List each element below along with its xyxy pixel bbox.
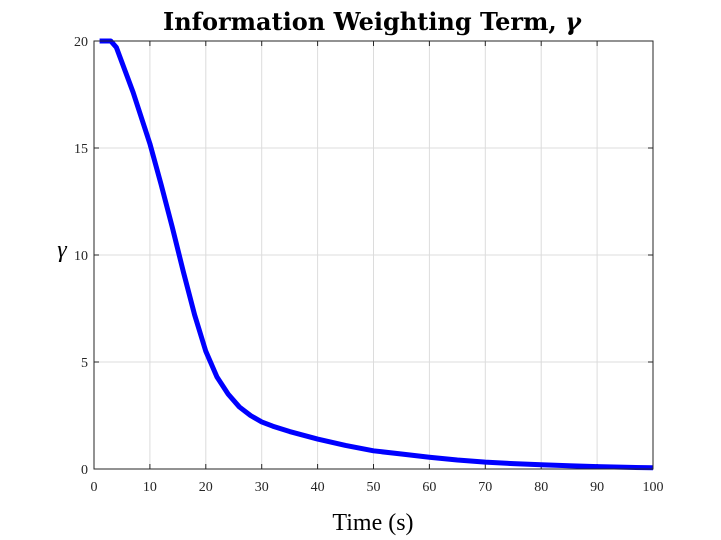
x-tick-label: 70: [478, 480, 492, 495]
x-tick-label: 60: [422, 480, 436, 495]
y-tick-label: 5: [81, 356, 88, 371]
y-tick-label: 10: [74, 249, 88, 264]
chart-title-symbol: γ: [565, 7, 582, 36]
x-tick-label: 40: [311, 480, 325, 495]
y-axis-label: γ: [57, 237, 67, 263]
series-line: [99, 38, 654, 471]
x-tick-label: 0: [91, 480, 98, 495]
x-tick-label: 10: [143, 480, 157, 495]
chart-title: Information Weighting Term, γ: [163, 7, 582, 36]
plot-area-frame: [93, 40, 654, 470]
y-tick-label: 20: [74, 35, 88, 50]
y-tick-label: 0: [81, 463, 88, 478]
y-tick-label: 15: [74, 142, 88, 157]
x-axis-label: Time (s): [332, 510, 413, 536]
x-tick-label: 30: [255, 480, 269, 495]
x-tick-label: 90: [590, 480, 604, 495]
x-tick-label: 20: [199, 480, 213, 495]
x-tick-label: 50: [367, 480, 381, 495]
series-group: [99, 38, 654, 471]
x-tick-label: 100: [643, 480, 664, 495]
tick-labels: 0 10 20 30 40 50 60 70 80 90 100 0 5 10 15 20: [74, 35, 664, 495]
x-tick-label: 80: [534, 480, 548, 495]
